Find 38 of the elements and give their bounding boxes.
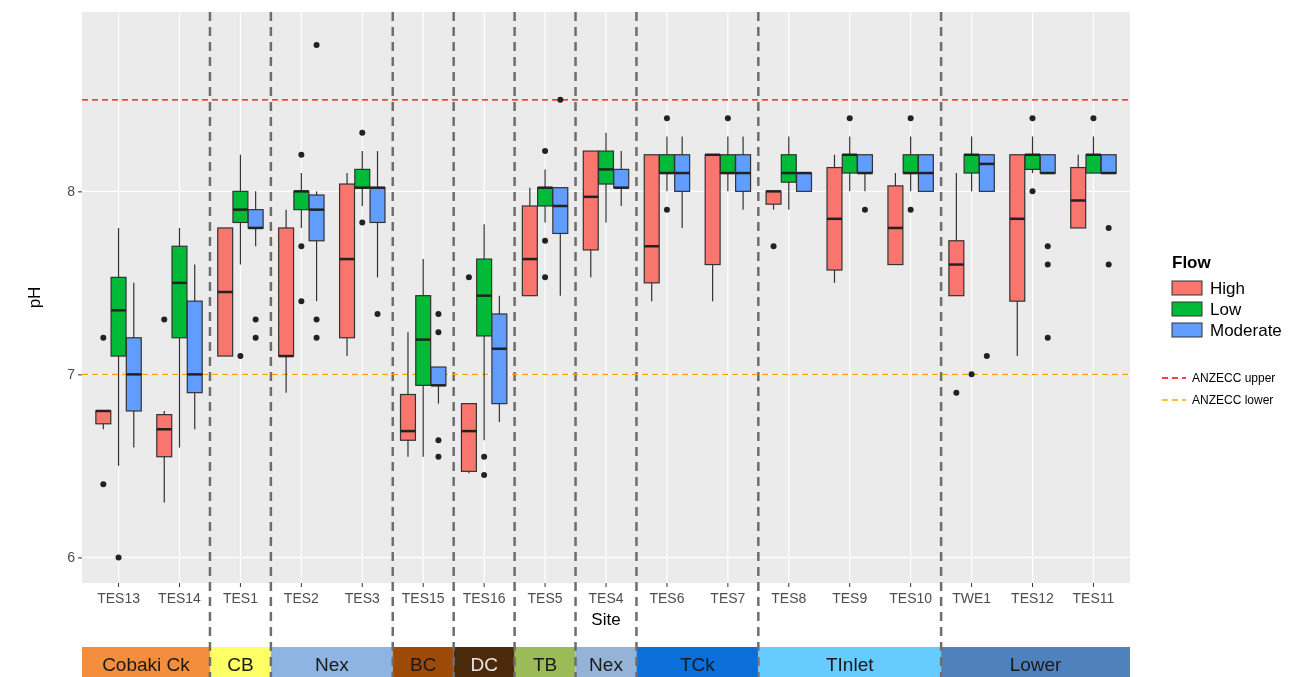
- x-tick-label: TES4: [588, 589, 624, 606]
- x-tick-label: TES7: [710, 589, 746, 606]
- legend-title: Flow: [1172, 253, 1212, 272]
- band-label: Nex: [314, 654, 350, 675]
- band-label: BC: [410, 654, 437, 675]
- x-tick-label: TES6: [649, 589, 685, 606]
- x-tick-label: TES10: [889, 589, 933, 606]
- x-tick-label: TES14: [158, 589, 202, 606]
- y-tick-label: 8: [67, 183, 76, 200]
- x-tick-label: TES16: [462, 589, 506, 606]
- x-tick-label: TES11: [1072, 589, 1115, 606]
- band-label: CB: [227, 654, 254, 675]
- x-axis-title: Site: [591, 610, 621, 629]
- band-label: TInlet: [825, 654, 875, 675]
- band-label: TCk: [679, 654, 716, 675]
- y-axis-title: pH: [25, 286, 44, 309]
- band-label: TB: [532, 654, 558, 675]
- legend-label: ANZECC lower: [1192, 393, 1274, 407]
- x-tick-label: TES1: [222, 589, 259, 606]
- band-label: DC: [470, 654, 498, 675]
- x-tick-label: TWE1: [952, 589, 992, 606]
- band-label: Nex: [589, 654, 624, 675]
- x-tick-label: TES13: [97, 589, 141, 606]
- band-label: Cobaki Ck: [102, 654, 191, 675]
- x-tick-label: TES8: [771, 589, 807, 606]
- legend-label: Low: [1210, 300, 1242, 319]
- y-tick-label: 6: [67, 549, 76, 566]
- y-tick-label: 7: [67, 366, 76, 383]
- band-label: Lower: [1009, 654, 1063, 675]
- x-tick-label: TES15: [401, 589, 445, 606]
- legend-label: Moderate: [1210, 321, 1282, 340]
- legend-label: ANZECC upper: [1192, 371, 1276, 385]
- legend-label: High: [1210, 279, 1245, 298]
- x-tick-label: TES12: [1011, 589, 1055, 606]
- x-tick-label: TES9: [832, 589, 868, 606]
- x-tick-label: TES5: [527, 589, 563, 606]
- x-tick-label: TES2: [283, 589, 320, 606]
- x-tick-label: TES3: [344, 589, 380, 606]
